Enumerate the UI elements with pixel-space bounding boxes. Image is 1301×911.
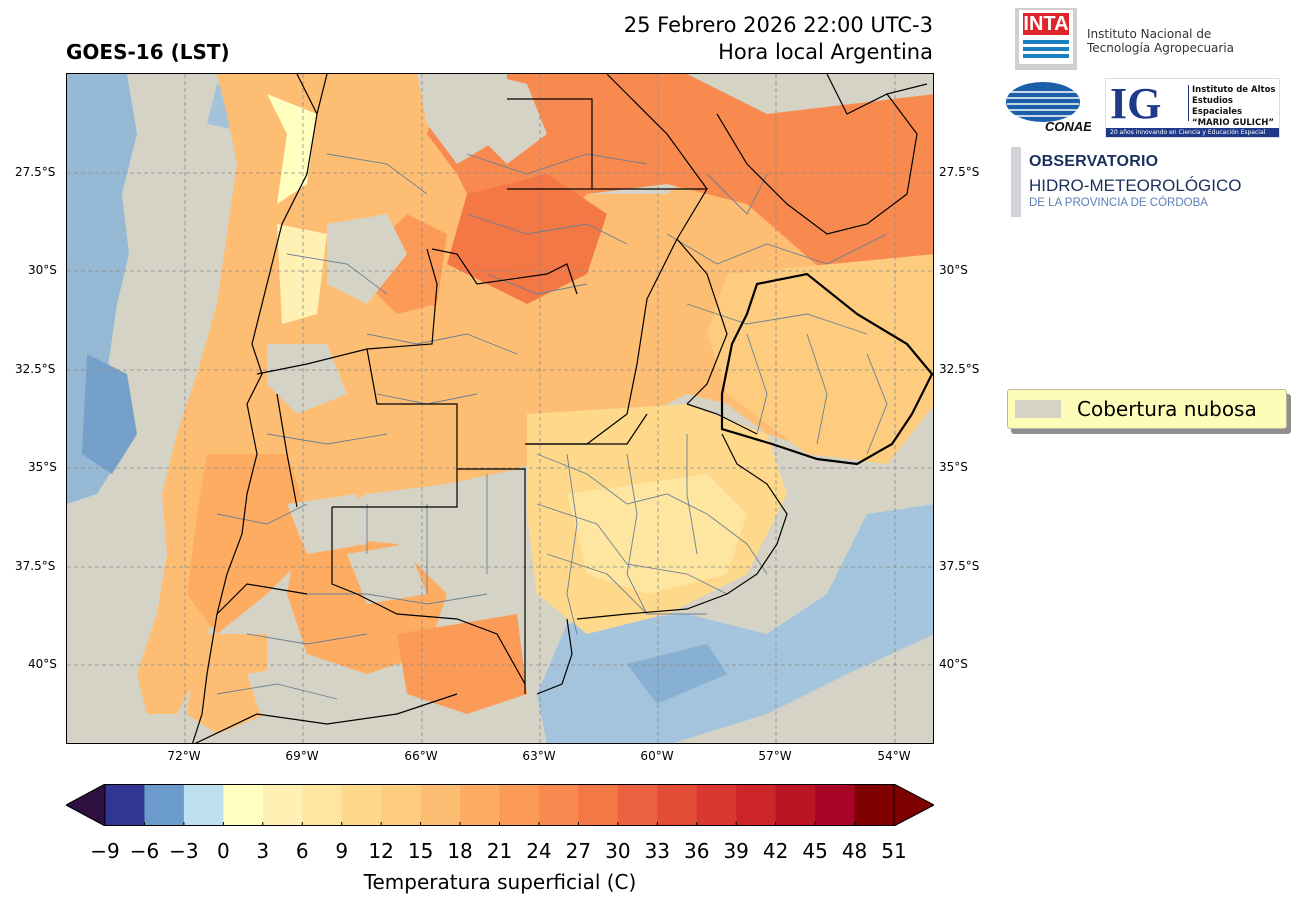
lat-label-right: 32.5°S <box>939 362 980 376</box>
ig-tagline: 20 años innovando en Ciencia y Educación… <box>1106 128 1279 137</box>
ig-logo-letters: IG <box>1110 79 1162 128</box>
colorbar-tick-label: 33 <box>644 839 671 863</box>
colorbar-bin <box>854 784 895 826</box>
inta-name-line2: Tecnología Agropecuaria <box>1087 41 1235 55</box>
cloud-patches <box>247 74 547 743</box>
colorbar-tick-label: 18 <box>447 839 473 863</box>
lon-label: 54°W <box>877 749 911 763</box>
colorbar-bin <box>105 784 145 826</box>
colorbar-tick-label: −9 <box>90 839 120 863</box>
inta-name-line1: Instituto Nacional de <box>1087 27 1212 41</box>
inta-logo-word: INTA <box>1023 13 1069 35</box>
province-boundaries <box>192 74 758 743</box>
lat-label-right: 40°S <box>939 657 968 671</box>
datetime-header: 25 Febrero 2026 22:00 UTC-3 Hora local A… <box>624 12 933 66</box>
lat-label-right: 30°S <box>939 263 968 277</box>
colorbar-bin <box>736 784 777 826</box>
conae-logo-word: CONAE <box>1045 119 1091 134</box>
colorbar-bin <box>657 784 698 826</box>
lon-label: 66°W <box>404 749 438 763</box>
colorbar-svg <box>64 783 936 827</box>
cloud-cover-swatch <box>1015 400 1061 418</box>
map-svg <box>67 74 933 743</box>
colorbar-bin <box>302 784 343 826</box>
lon-label: 69°W <box>285 749 319 763</box>
graticule <box>67 74 933 743</box>
colorbar-over-extension <box>893 783 936 827</box>
colorbar-bin <box>696 784 737 826</box>
observatorio-logo-line1: OBSERVATORIO <box>1029 153 1159 170</box>
inta-logo: INTA <box>1015 8 1077 70</box>
colorbar-bin <box>460 784 500 826</box>
colorbar-bin <box>223 784 264 826</box>
lat-label-left: 40°S <box>28 657 57 671</box>
colorbar-label: Temperatura superficial (C) <box>363 870 637 894</box>
observatorio-logo-line2: HIDRO-METEOROLÓGICO <box>1029 176 1242 195</box>
lat-label-left: 37.5°S <box>15 559 56 573</box>
lat-label-left: 27.5°S <box>15 165 56 179</box>
ig-name: Instituto de Altos Estudios Espaciales “… <box>1192 85 1279 129</box>
ig-name-line3: “MARIO GULICH” <box>1192 118 1274 128</box>
colorbar-tick-label: 27 <box>565 839 592 863</box>
conae-logo: CONAE <box>1005 80 1092 134</box>
colorbar-bin <box>420 784 461 826</box>
colorbar-tick-label: 48 <box>841 839 868 863</box>
colorbar-tick-label: 24 <box>526 839 552 863</box>
colorbar-bin <box>144 784 185 826</box>
colorbar-tick-label: 36 <box>684 839 710 863</box>
observatorio-logo-line3: DE LA PROVINCIA DE CÓRDOBA <box>1029 197 1208 209</box>
colorbar-tick-label: −6 <box>129 839 160 863</box>
map-canvas[interactable] <box>66 73 934 744</box>
colorbar-tick-label: 21 <box>486 839 513 863</box>
lat-label-right: 27.5°S <box>939 165 980 179</box>
colorbar-tick-label: 6 <box>295 839 309 863</box>
colorbar-tick-label: 15 <box>407 839 434 863</box>
datetime-label: 25 Febrero 2026 22:00 UTC-3 <box>623 13 933 37</box>
uruguay-outline <box>720 272 933 466</box>
colorbar-tick-label: 30 <box>605 839 631 863</box>
colorbar-tick-label: −3 <box>169 839 199 863</box>
colorbar-tick-label: 45 <box>802 839 828 863</box>
cloud-cover-legend: Cobertura nubosa <box>1007 389 1287 429</box>
colorbar-tick-label: 9 <box>335 839 349 863</box>
ig-logo: IG Instituto de Altos Estudios Espaciale… <box>1105 78 1280 138</box>
lat-label-left: 32.5°S <box>15 362 56 376</box>
cold-sea-patches <box>67 74 933 743</box>
colorbar-tick-label: 39 <box>723 839 749 863</box>
colorbar-bin <box>499 784 540 826</box>
lat-label-left: 30°S <box>28 263 57 277</box>
observatorio-logo-bar <box>1011 147 1021 217</box>
lat-label-left: 35°S <box>28 460 57 474</box>
colorbar-bin <box>381 784 422 826</box>
coastline <box>536 74 928 695</box>
lon-label: 63°W <box>522 749 556 763</box>
colorbar-bin <box>538 784 579 826</box>
colorbar-tick-label: 3 <box>256 839 270 863</box>
colorbar-tick-label: 51 <box>881 839 907 863</box>
local-time-label: Hora local Argentina <box>718 40 933 64</box>
colorbar-bin <box>775 784 816 826</box>
colorbar-bin <box>578 784 619 826</box>
map-title: GOES-16 (LST) <box>66 40 230 64</box>
lat-label-right: 35°S <box>939 460 968 474</box>
inta-name: Instituto Nacional de Tecnología Agropec… <box>1087 27 1234 55</box>
lon-label: 72°W <box>167 749 201 763</box>
ig-name-line2: Estudios Espaciales <box>1192 96 1243 117</box>
ig-name-line1: Instituto de Altos <box>1192 85 1276 95</box>
colorbar-under-extension <box>64 783 106 827</box>
colorbar-bin <box>341 784 382 826</box>
colorbar-bin <box>183 784 224 826</box>
colorbar-bin <box>262 784 303 826</box>
cloud-cover-label: Cobertura nubosa <box>1077 397 1257 421</box>
colorbar-tick-label: 0 <box>216 839 230 863</box>
lon-label: 57°W <box>758 749 792 763</box>
lon-label: 60°W <box>640 749 674 763</box>
colorbar-tick-label: 42 <box>762 839 789 863</box>
colorbar-bin <box>617 784 658 826</box>
colorbar-tick-label: 12 <box>368 839 394 863</box>
temperature-colorbar <box>64 783 936 827</box>
lat-label-right: 37.5°S <box>939 559 980 573</box>
colorbar-bin <box>815 784 856 826</box>
